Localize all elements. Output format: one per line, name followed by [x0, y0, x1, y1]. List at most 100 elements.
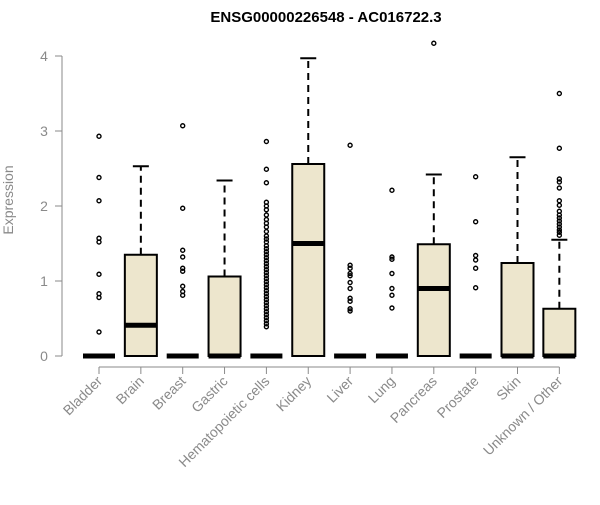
outlier-point: [179, 292, 186, 298]
outlier-point: [96, 174, 102, 181]
outlier-point: [556, 145, 563, 151]
outlier-point: [389, 187, 395, 193]
outlier-point: [347, 308, 353, 314]
outlier-point: [263, 255, 270, 261]
outlier-point: [472, 285, 479, 291]
box-group: [459, 174, 492, 359]
outlier-point: [347, 265, 353, 271]
outlier-point: [263, 291, 270, 297]
outlier-point: [556, 185, 563, 191]
outlier-point: [472, 265, 479, 271]
boxes: [83, 40, 577, 359]
outlier-point: [556, 229, 563, 235]
y-axis-title: Expression: [0, 165, 16, 234]
box-group: [250, 138, 283, 359]
outlier-point: [96, 133, 102, 139]
outlier-point: [263, 252, 270, 258]
outlier-point: [96, 294, 102, 301]
outlier-point: [431, 40, 437, 46]
outlier-point: [263, 180, 270, 186]
outlier-point: [263, 207, 270, 213]
outlier-point: [179, 268, 186, 274]
outlier-point: [556, 215, 563, 221]
outlier-point: [556, 202, 563, 208]
outlier-point: [263, 279, 270, 285]
outlier-point: [263, 233, 270, 239]
outlier-point: [263, 267, 270, 273]
outlier-point: [347, 285, 353, 292]
outlier-point: [472, 174, 479, 180]
box-group: [542, 90, 577, 359]
box-group: [83, 133, 115, 359]
outlier-point: [347, 273, 353, 279]
outlier-point: [263, 309, 270, 315]
outlier-point: [263, 297, 270, 303]
box-iqr: [500, 262, 535, 357]
outlier-point: [263, 285, 270, 291]
box-group: [375, 187, 408, 359]
outlier-point: [263, 246, 270, 252]
outlier-point: [263, 312, 270, 318]
outlier-point: [556, 232, 563, 238]
outlier-point: [347, 262, 353, 268]
outlier-point: [389, 305, 395, 311]
y-tick-label: 3: [40, 123, 48, 139]
outlier-point: [263, 321, 270, 327]
box-iqr: [416, 243, 451, 357]
x-category-label: Bladder: [60, 373, 106, 419]
chart-title: ENSG00000226548 - AC016722.3: [210, 9, 441, 26]
x-category-label: Lung: [365, 373, 398, 406]
outlier-point: [263, 270, 270, 276]
outlier-point: [347, 298, 353, 304]
box-group: [207, 179, 242, 359]
outlier-point: [179, 205, 186, 211]
x-category-label: Breast: [149, 373, 189, 413]
y-tick-label: 4: [40, 48, 48, 64]
y-axis: 0 1 2 3 4: [40, 48, 63, 364]
box-iqr: [542, 307, 577, 357]
outlier-point: [347, 279, 353, 286]
outlier-point: [556, 218, 563, 224]
x-category-label: Kidney: [273, 373, 315, 415]
box-group: [416, 40, 451, 357]
outlier-point: [263, 282, 270, 288]
outlier-point: [556, 90, 563, 97]
outlier-point: [263, 294, 270, 300]
outlier-point: [179, 247, 186, 253]
x-category-label: Unknown / Other: [480, 373, 566, 459]
outlier-point: [263, 318, 270, 324]
outlier-point: [179, 254, 186, 260]
box-group: [334, 142, 367, 359]
x-category-label: Pancreas: [387, 373, 440, 426]
outlier-point: [556, 212, 563, 218]
box-group: [291, 57, 326, 357]
outlier-point: [96, 239, 102, 245]
outlier-point: [556, 224, 563, 230]
outlier-point: [389, 285, 395, 292]
y-tick-label: 0: [40, 348, 48, 364]
box-iqr: [291, 163, 326, 357]
outlier-point: [96, 271, 102, 277]
outlier-point: [347, 295, 353, 301]
outlier-point: [96, 198, 102, 204]
x-category-label: Skin: [493, 373, 524, 404]
outlier-point: [263, 228, 270, 235]
outlier-point: [96, 329, 102, 335]
outlier-point: [389, 254, 395, 260]
box-group: [166, 123, 199, 359]
outlier-point: [263, 258, 270, 264]
outlier-point: [263, 264, 270, 270]
outlier-point: [263, 138, 270, 145]
box-iqr: [123, 253, 158, 357]
outlier-point: [389, 256, 395, 262]
outlier-point: [347, 306, 353, 312]
x-category-label: Liver: [323, 373, 356, 406]
x-category-label: Prostate: [434, 373, 482, 421]
outlier-point: [263, 288, 270, 294]
box-group: [123, 165, 158, 357]
outlier-point: [263, 166, 270, 172]
outlier-point: [179, 265, 186, 271]
outlier-point: [263, 261, 270, 267]
